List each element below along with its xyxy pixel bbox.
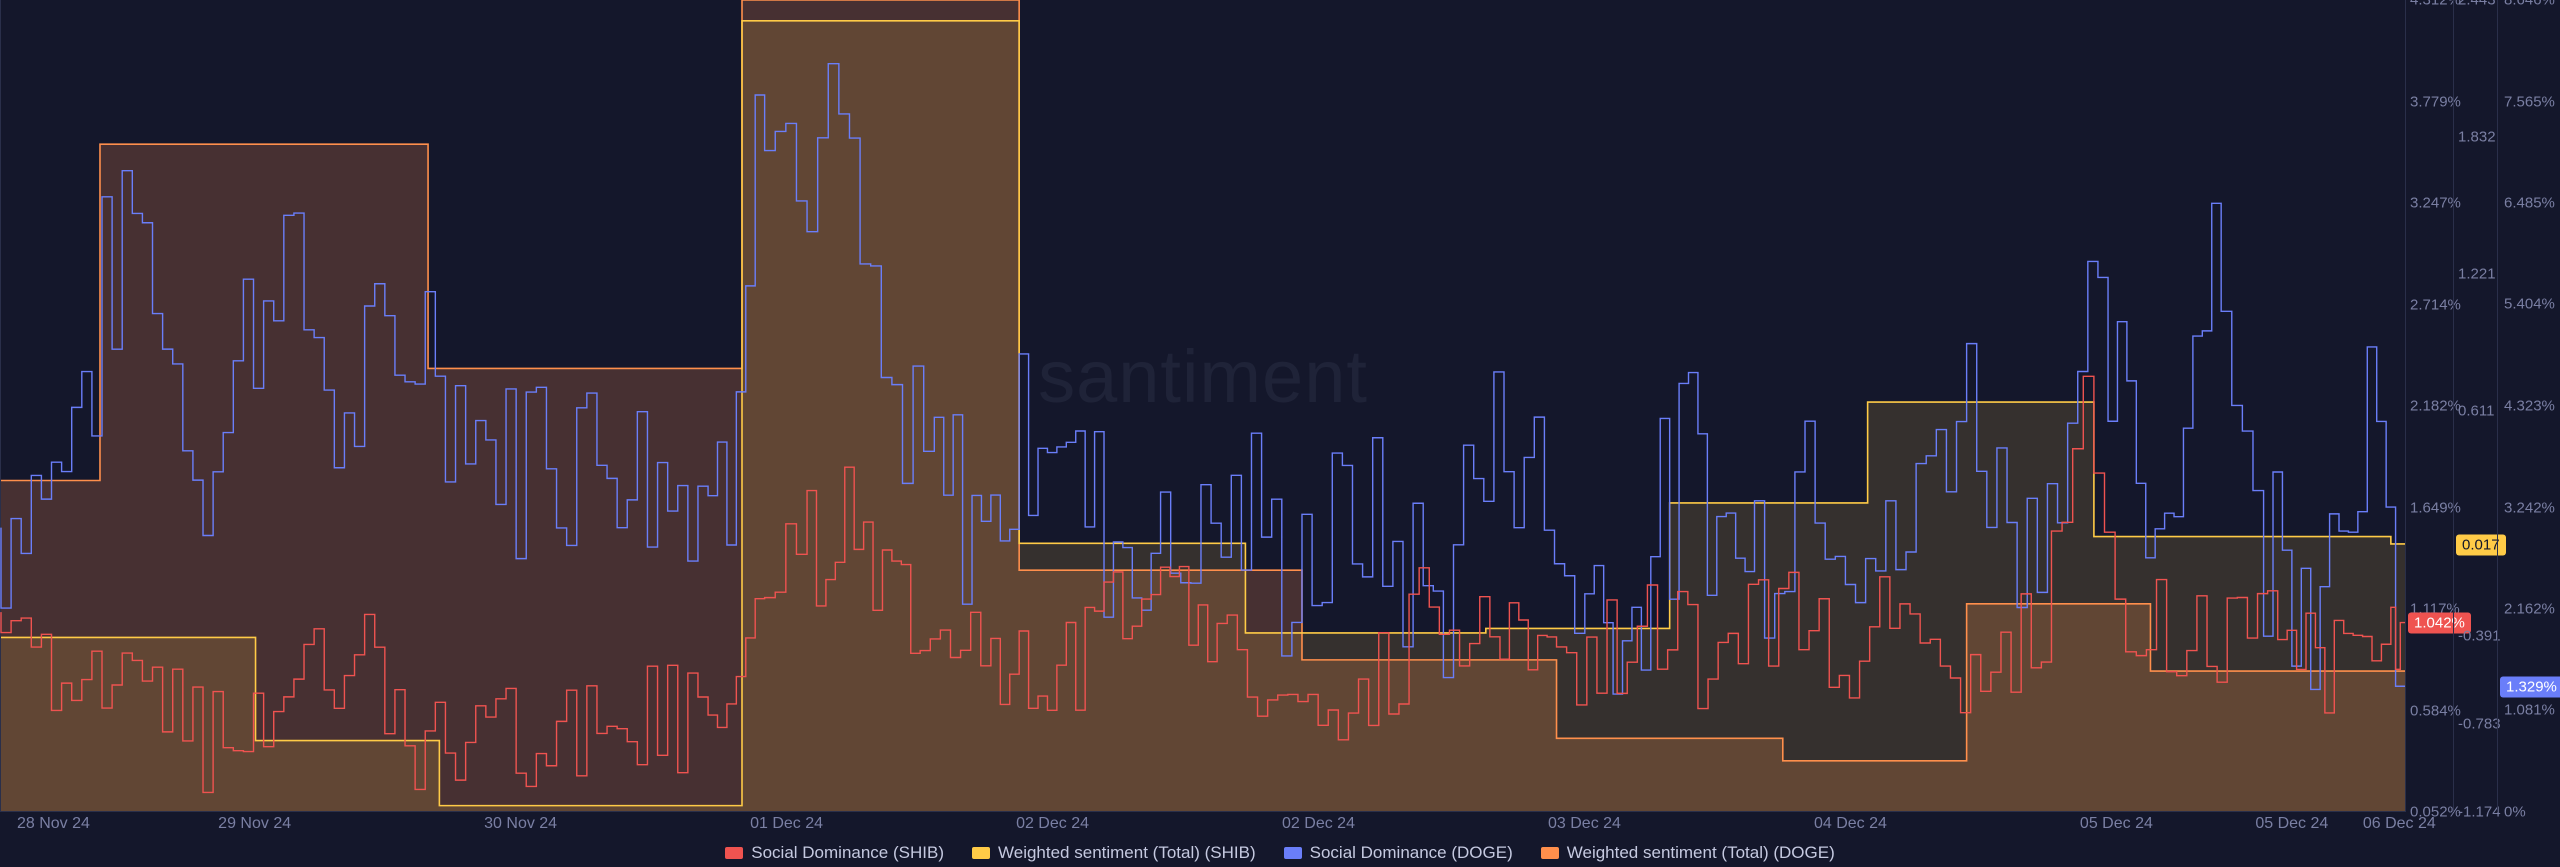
y-tick: 0% [2504, 804, 2526, 821]
y-tick: 4.323% [2504, 398, 2555, 415]
x-tick: 30 Nov 24 [484, 815, 557, 833]
legend: Social Dominance (SHIB) Weighted sentimen… [0, 843, 2560, 863]
x-tick: 06 Dec 24 [2363, 815, 2436, 833]
y-tick: -0.391 [2458, 628, 2501, 645]
chart-root: santiment 0.052%0.584%1.117%1.649%2.182%… [0, 0, 2560, 867]
y-tick: 8.646% [2504, 0, 2555, 9]
y-tick: 0.611 [2458, 403, 2494, 420]
legend-swatch [1284, 847, 1302, 859]
legend-item[interactable]: Social Dominance (SHIB) [725, 843, 944, 863]
y-tick: 3.242% [2504, 499, 2555, 516]
legend-swatch [1541, 847, 1559, 859]
y-tick: 1.832 [2458, 129, 2496, 146]
y-axis: 0.052%0.584%1.117%1.649%2.182%2.714%3.24… [2405, 0, 2453, 812]
y-axes: 0.052%0.584%1.117%1.649%2.182%2.714%3.24… [2405, 0, 2560, 812]
legend-label: Social Dominance (SHIB) [751, 843, 944, 863]
x-tick: 03 Dec 24 [1548, 815, 1621, 833]
x-tick: 02 Dec 24 [1016, 815, 1089, 833]
y-tick: 6.485% [2504, 194, 2555, 211]
y-tick: 2.162% [2504, 600, 2555, 617]
y-axis: -1.174-0.783-0.39100.6111.2211.8322.4430… [2453, 0, 2497, 812]
y-tick: 1.221 [2458, 266, 2496, 283]
axis-badge: 1.329% [2500, 677, 2560, 698]
y-tick: 7.565% [2504, 93, 2555, 110]
chart-svg [1, 0, 2405, 811]
x-tick: 28 Nov 24 [17, 815, 90, 833]
legend-item[interactable]: Weighted sentiment (Total) (SHIB) [972, 843, 1256, 863]
x-tick: 05 Dec 24 [2255, 815, 2328, 833]
x-axis: 28 Nov 24 29 Nov 24 30 Nov 24 01 Dec 24 02 D… [0, 815, 2405, 835]
y-axis: 0%1.081%2.162%3.242%4.323%5.404%6.485%7.… [2497, 0, 2560, 812]
x-tick: 02 Dec 24 [1282, 815, 1355, 833]
y-tick: -0.783 [2458, 716, 2501, 733]
legend-swatch [972, 847, 990, 859]
legend-swatch [725, 847, 743, 859]
y-tick: 1.081% [2504, 702, 2555, 719]
x-tick: 05 Dec 24 [2080, 815, 2153, 833]
x-tick: 29 Nov 24 [218, 815, 291, 833]
y-tick: -1.174 [2458, 804, 2501, 821]
x-tick: 04 Dec 24 [1814, 815, 1887, 833]
legend-label: Weighted sentiment (Total) (SHIB) [998, 843, 1256, 863]
legend-item[interactable]: Social Dominance (DOGE) [1284, 843, 1513, 863]
y-tick: 5.404% [2504, 296, 2555, 313]
legend-label: Weighted sentiment (Total) (DOGE) [1567, 843, 1835, 863]
legend-item[interactable]: Weighted sentiment (Total) (DOGE) [1541, 843, 1835, 863]
y-tick: 2.443 [2458, 0, 2496, 9]
plot-area[interactable]: santiment [0, 0, 2405, 812]
x-tick: 01 Dec 24 [750, 815, 823, 833]
legend-label: Social Dominance (DOGE) [1310, 843, 1513, 863]
